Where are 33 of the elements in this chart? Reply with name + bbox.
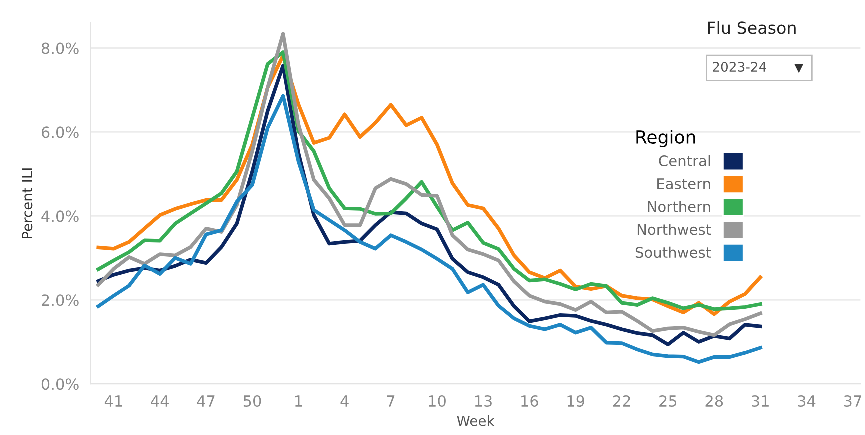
- x-tick-label: 47: [197, 396, 215, 407]
- x-tick-label: 37: [844, 395, 862, 408]
- legend-title: Region: [636, 130, 696, 148]
- legend-label: Northern: [648, 201, 710, 212]
- y-tick-label: 8.0%: [42, 42, 79, 54]
- y-tick-label: 4.0%: [42, 210, 79, 222]
- y-tick-label: 6.0%: [42, 126, 79, 138]
- annotation: 2023-24: [713, 62, 766, 72]
- x-tick-label: 13: [475, 395, 492, 408]
- x-tick-label: 34: [798, 395, 816, 408]
- x-tick-label: 41: [104, 396, 122, 407]
- x-tick-label: 7: [387, 396, 395, 407]
- x-tick-label: 16: [522, 395, 538, 408]
- legend-label: Eastern: [658, 178, 710, 190]
- x-axis-title: Week: [457, 416, 495, 426]
- x-tick-label: 10: [429, 395, 446, 408]
- y-axis-title: Percent ILI: [22, 168, 33, 239]
- legend-label: Central: [659, 155, 710, 167]
- legend-label: Southwest: [636, 246, 712, 258]
- x-tick-label: 22: [613, 395, 630, 407]
- y-tick-label: 0.0%: [42, 378, 79, 390]
- x-tick-label: 28: [706, 395, 724, 408]
- x-tick-label: 31: [752, 395, 769, 408]
- y-tick-label: 2.0%: [42, 294, 79, 306]
- x-tick-label: 19: [568, 395, 584, 408]
- line-series: [96, 94, 762, 364]
- x-tick-label: 1: [296, 396, 302, 407]
- legend-label: Northwest: [638, 224, 712, 236]
- annotation: Flu Season: [708, 21, 796, 34]
- x-tick-label: 50: [244, 395, 262, 408]
- x-tick-label: 4: [340, 396, 349, 407]
- x-tick-label: 25: [660, 395, 677, 408]
- x-tick-label: 44: [151, 396, 169, 407]
